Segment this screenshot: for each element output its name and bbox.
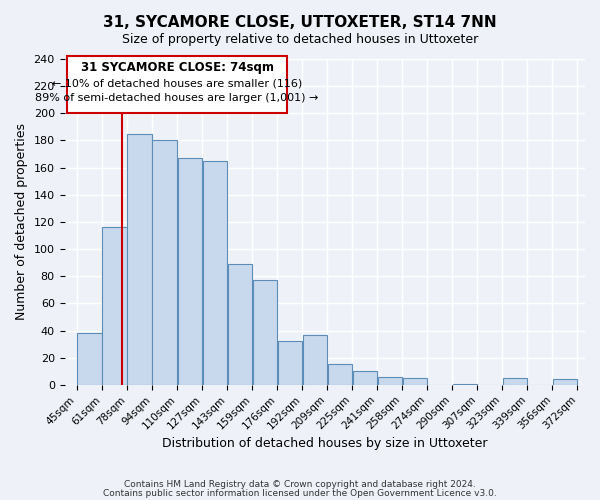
Text: Size of property relative to detached houses in Uttoxeter: Size of property relative to detached ho… <box>122 32 478 46</box>
Text: Contains public sector information licensed under the Open Government Licence v3: Contains public sector information licen… <box>103 488 497 498</box>
Bar <box>253 280 277 385</box>
X-axis label: Distribution of detached houses by size in Uttoxeter: Distribution of detached houses by size … <box>162 437 488 450</box>
Bar <box>403 378 427 385</box>
Text: 31 SYCAMORE CLOSE: 74sqm: 31 SYCAMORE CLOSE: 74sqm <box>80 60 274 74</box>
Bar <box>503 378 527 385</box>
Bar <box>278 342 302 385</box>
Bar <box>152 140 177 385</box>
Bar <box>453 384 477 385</box>
Bar <box>353 372 377 385</box>
Bar <box>227 264 252 385</box>
Y-axis label: Number of detached properties: Number of detached properties <box>15 124 28 320</box>
Bar <box>77 334 101 385</box>
Bar <box>178 158 202 385</box>
FancyBboxPatch shape <box>67 56 287 114</box>
Bar <box>378 376 402 385</box>
Bar <box>302 334 327 385</box>
Bar <box>553 380 577 385</box>
Bar <box>127 134 152 385</box>
Text: 89% of semi-detached houses are larger (1,001) →: 89% of semi-detached houses are larger (… <box>35 94 319 104</box>
Text: ← 10% of detached houses are smaller (116): ← 10% of detached houses are smaller (11… <box>52 78 302 88</box>
Bar <box>103 228 127 385</box>
Text: 31, SYCAMORE CLOSE, UTTOXETER, ST14 7NN: 31, SYCAMORE CLOSE, UTTOXETER, ST14 7NN <box>103 15 497 30</box>
Bar <box>203 161 227 385</box>
Bar <box>328 364 352 385</box>
Text: Contains HM Land Registry data © Crown copyright and database right 2024.: Contains HM Land Registry data © Crown c… <box>124 480 476 489</box>
